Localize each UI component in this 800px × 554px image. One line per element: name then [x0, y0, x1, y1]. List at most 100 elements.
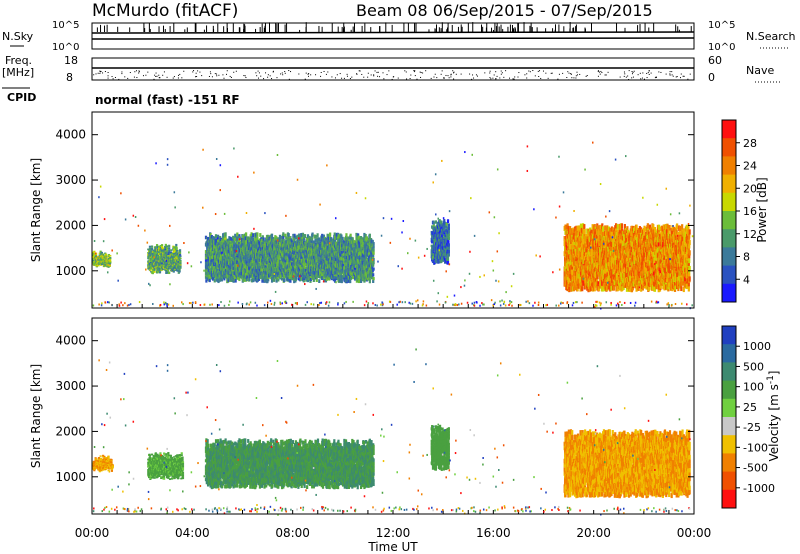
echo-cell [99, 264, 103, 266]
echo-cell [163, 264, 167, 267]
echo-cell [224, 266, 228, 269]
echo-cell [329, 232, 332, 237]
nave-dot [420, 72, 422, 74]
nave-dot [405, 71, 407, 73]
nave-dot [472, 74, 474, 76]
nave-dot [625, 76, 627, 78]
nave-dot [325, 73, 327, 75]
echo-cell [351, 237, 354, 241]
echo-cell [266, 268, 269, 272]
echo-cell [353, 261, 356, 265]
echo-cell [223, 276, 226, 281]
echo-cell [293, 246, 296, 251]
nave-dot [100, 70, 102, 72]
nave-dot [526, 77, 528, 79]
nave-dot [284, 71, 286, 73]
echo-cell [359, 251, 363, 256]
nave-dot [631, 73, 633, 75]
echo-cell [255, 237, 258, 242]
echo-cell [296, 238, 299, 243]
nave-dot [586, 75, 588, 77]
echo-cell [273, 240, 277, 244]
echo-cell [328, 240, 331, 244]
echo-cell [341, 236, 344, 241]
freq-tick-bottom: 8 [66, 71, 73, 84]
nave-dot [102, 72, 104, 74]
nave-dot [540, 77, 542, 79]
echo-cell [158, 264, 161, 267]
echo-cell [335, 236, 338, 241]
nave-dot [562, 72, 564, 74]
echo-cell [173, 263, 177, 266]
nave-dot [669, 71, 671, 73]
echo-cell [304, 261, 307, 266]
echo-cell [253, 257, 256, 261]
nave-dot [99, 72, 101, 74]
cpid-label: CPID [7, 91, 36, 104]
echo-cell [252, 237, 255, 242]
nave-dot [310, 74, 312, 76]
echo-cell [159, 258, 162, 261]
echo-cell [359, 279, 363, 283]
echo-cell [319, 243, 322, 247]
echo-cell [210, 238, 213, 242]
nave-dot [382, 72, 384, 74]
echo-cell [94, 253, 98, 256]
echo-cell [321, 233, 324, 238]
nave-dot [336, 74, 338, 76]
noise-tick-right-top: 10^5 [708, 20, 735, 31]
echo-cell [262, 237, 265, 242]
nave-dot [430, 77, 432, 79]
nsearch-label: N.Search [746, 30, 796, 43]
echo-cell [319, 252, 323, 256]
echo-cell [353, 240, 356, 244]
nave-dot [367, 76, 369, 78]
echo-cell [361, 260, 364, 265]
echo-cell [287, 277, 290, 281]
nave-dot [226, 70, 228, 72]
echo-cell [175, 251, 178, 254]
echo-cell [306, 278, 310, 283]
echo-cell [149, 261, 152, 264]
nave-dot [623, 71, 625, 73]
echo-cell [293, 240, 297, 245]
nave-dot [475, 74, 477, 76]
echo-cell [333, 275, 336, 280]
echo-cell [289, 256, 292, 261]
echo-cell [349, 279, 352, 284]
echo-cell [234, 237, 237, 242]
nave-dot [323, 70, 325, 72]
echo-cell [251, 265, 254, 269]
echo-cell [159, 260, 162, 263]
echo-cell [309, 277, 313, 281]
echo-cell [347, 240, 351, 245]
echo-cell [318, 279, 321, 284]
echo-cell [107, 253, 111, 256]
echo-cell [357, 233, 360, 237]
echo-cell [231, 263, 234, 267]
echo-cell [309, 240, 312, 244]
nave-dot [665, 73, 667, 75]
echo-cell [355, 232, 358, 237]
echo-cell [252, 278, 255, 283]
echo-cell [172, 270, 175, 273]
echo-cell [212, 262, 216, 267]
echo-cell [280, 239, 283, 243]
nave-dot [646, 77, 648, 79]
echo-cell [97, 264, 100, 267]
echo-cell [214, 238, 218, 243]
nave-dot [223, 77, 225, 79]
echo-cell [219, 237, 223, 242]
nave-dot [660, 71, 662, 73]
echo-cell [308, 262, 312, 266]
nave-dot [288, 70, 290, 72]
echo-cell [251, 263, 254, 266]
nave-dot [436, 77, 438, 79]
nave-dot [599, 73, 601, 75]
nave-dot [327, 71, 329, 73]
echo-cell [220, 278, 223, 282]
echo-cell [312, 278, 315, 283]
nave-dot [138, 70, 140, 72]
echo-cell [222, 259, 225, 264]
echo-cell [323, 246, 326, 251]
